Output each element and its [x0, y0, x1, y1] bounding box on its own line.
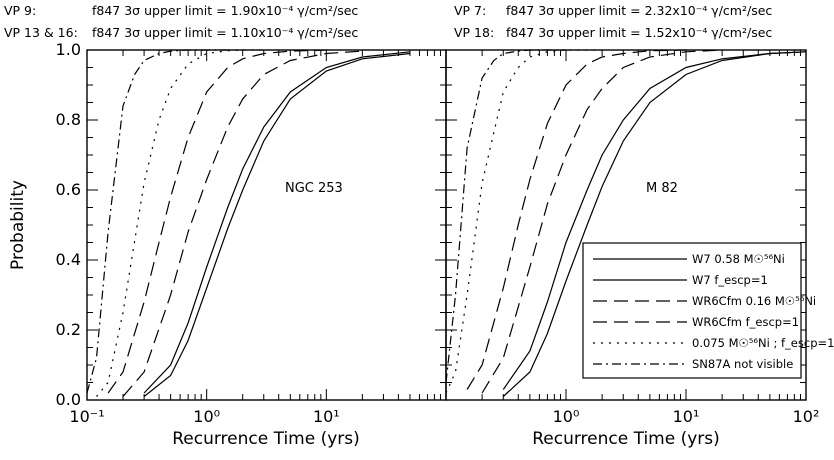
x-axis-label-ngc253: Recurrence Time (yrs)	[172, 429, 360, 449]
x-tick-label: 10¹	[673, 407, 700, 426]
header-left-text-2: f847 3σ upper limit = 1.10x10⁻⁴ γ/cm²/se…	[92, 25, 358, 40]
header-left-text-1: f847 3σ upper limit = 1.90x10⁻⁴ γ/cm²/se…	[92, 3, 358, 18]
series-line	[107, 49, 327, 394]
series-line	[143, 52, 411, 397]
header-right-vp-1: VP 7:	[454, 3, 486, 18]
header-right-text-2: f847 3σ upper limit = 1.52x10⁻⁴ γ/cm²/se…	[506, 25, 772, 40]
series-line	[143, 51, 411, 394]
header-left-vp-2: VP 13 & 16:	[4, 25, 78, 40]
y-tick-label: 0.6	[56, 180, 81, 199]
panel-m82: 10⁰ 10¹ 10² M 82 Recurrence Time (yrs)	[445, 49, 820, 449]
x-axis-label-m82: Recurrence Time (yrs)	[532, 429, 720, 449]
y-tick-label: 0.8	[56, 110, 81, 129]
legend: W7 0.58 M☉⁵⁶Ni W7 f_escp=1 WR6Cfm 0.16 M☉⁵…	[582, 242, 834, 379]
panel-ngc253-label: NGC 253	[285, 181, 343, 196]
header-left-vp-1: VP 9:	[4, 3, 36, 18]
x-tick-label: 10²	[793, 407, 820, 426]
legend-items: W7 0.58 M☉⁵⁶Ni W7 f_escp=1 WR6Cfm 0.16 M☉⁵…	[593, 252, 834, 371]
legend-label: WR6Cfm 0.16 M☉⁵⁶Ni	[692, 294, 816, 308]
panel-ngc253-curves	[86, 49, 411, 397]
x-tick-label: 10¹	[313, 407, 340, 426]
panel-m82-curves	[445, 49, 807, 397]
x-tick-label: 10⁰	[553, 407, 580, 426]
y-tick-label: 0.2	[56, 320, 81, 339]
panel-ngc253-ticks: 10⁻¹ 10⁰ 10¹ 0.0 0.2 0.4 0.6 0.8 1.0	[56, 40, 446, 426]
series-line	[481, 49, 723, 394]
panel-m82-ticks: 10⁰ 10¹ 10²	[445, 49, 820, 426]
series-line	[445, 49, 603, 394]
legend-label: WR6Cfm f_escp=1	[692, 315, 799, 329]
x-tick-label: 10⁻¹	[69, 407, 104, 426]
series-line	[466, 49, 687, 390]
header-right-text-1: f847 3σ upper limit = 2.32x10⁻⁴ γ/cm²/se…	[506, 3, 772, 18]
y-tick-label: 0.0	[56, 390, 81, 409]
y-tick-label: 0.4	[56, 250, 81, 269]
series-line	[502, 51, 807, 390]
panel-m82-label: M 82	[646, 181, 678, 196]
panel-ngc253: 10⁻¹ 10⁰ 10¹ 0.0 0.2 0.4 0.6 0.8 1.0 NGC 253 Rec…	[56, 40, 447, 449]
legend-label: W7 0.58 M☉⁵⁶Ni	[692, 252, 785, 266]
legend-label: W7 f_escp=1	[692, 273, 768, 287]
y-tick-label: 1.0	[56, 40, 81, 59]
x-tick-label: 10⁰	[193, 407, 220, 426]
header-right-vp-2: VP 18:	[454, 25, 494, 40]
legend-label: SN87A not visible	[692, 357, 793, 371]
series-line	[86, 49, 228, 394]
header-left: VP 9: f847 3σ upper limit = 1.90x10⁻⁴ γ/…	[4, 3, 358, 40]
series-line	[502, 51, 807, 397]
legend-box	[582, 242, 802, 379]
series-line	[96, 49, 264, 397]
series-line	[122, 50, 363, 397]
y-axis-label: Probability	[8, 180, 28, 270]
series-line	[445, 49, 566, 383]
header-right: VP 7: f847 3σ upper limit = 2.32x10⁻⁴ γ/…	[454, 3, 772, 40]
legend-label: 0.075 M☉⁵⁶Ni ; f_escp=1	[692, 336, 834, 350]
panel-ngc253-frame	[86, 49, 447, 401]
